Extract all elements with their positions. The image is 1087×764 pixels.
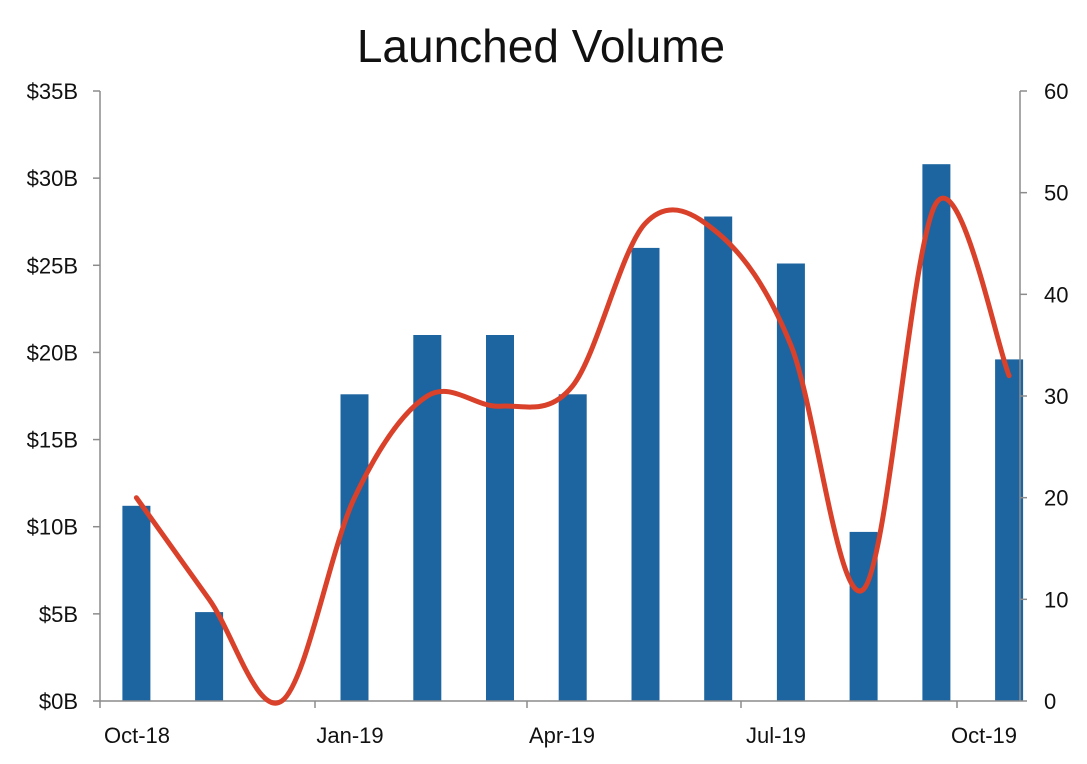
left-tick-label: $10B — [27, 515, 78, 540]
left-tick-label: $20B — [27, 340, 78, 365]
right-tick-label: 10 — [1044, 587, 1068, 612]
left-tick-label: $0B — [39, 689, 78, 714]
bar-jul-19 — [776, 263, 805, 701]
axes: $0B $5B $10B $15B $20B $25B $30B $35B 0 10 20 30 40 5… — [27, 79, 1069, 748]
x-tick-label: Oct-19 — [951, 723, 1017, 748]
left-tick-label: $25B — [27, 253, 78, 278]
bar-oct-19 — [995, 359, 1024, 701]
bar-jan-19 — [340, 394, 369, 701]
line-series-path — [133, 196, 1012, 706]
right-tick-label: 60 — [1044, 79, 1068, 104]
bar-nov-18 — [195, 612, 224, 701]
right-tick-label: 20 — [1044, 486, 1068, 511]
right-tick-label: 0 — [1044, 689, 1056, 714]
left-tick-label: $5B — [39, 602, 78, 627]
bar-oct-18 — [122, 505, 151, 701]
left-tick-label: $35B — [27, 79, 78, 104]
bar-apr-19 — [558, 394, 587, 701]
x-tick-label: Jan-19 — [316, 723, 383, 748]
bar-jun-19 — [704, 216, 733, 701]
bar-may-19 — [631, 247, 660, 701]
left-tick-label: $30B — [27, 166, 78, 191]
right-tick-label: 40 — [1044, 282, 1068, 307]
bar-series — [122, 164, 1024, 701]
right-tick-label: 30 — [1044, 384, 1068, 409]
right-tick-label: 50 — [1044, 181, 1068, 206]
chart-title: Launched Volume — [357, 20, 725, 72]
bar-mar-19 — [486, 335, 514, 701]
left-tick-label: $15B — [27, 428, 78, 453]
x-tick-label: Jul-19 — [746, 723, 806, 748]
x-tick-label: Oct-18 — [104, 723, 170, 748]
x-tick-label: Apr-19 — [529, 723, 595, 748]
line-series — [133, 196, 1012, 706]
bar-sep-19 — [922, 164, 951, 701]
